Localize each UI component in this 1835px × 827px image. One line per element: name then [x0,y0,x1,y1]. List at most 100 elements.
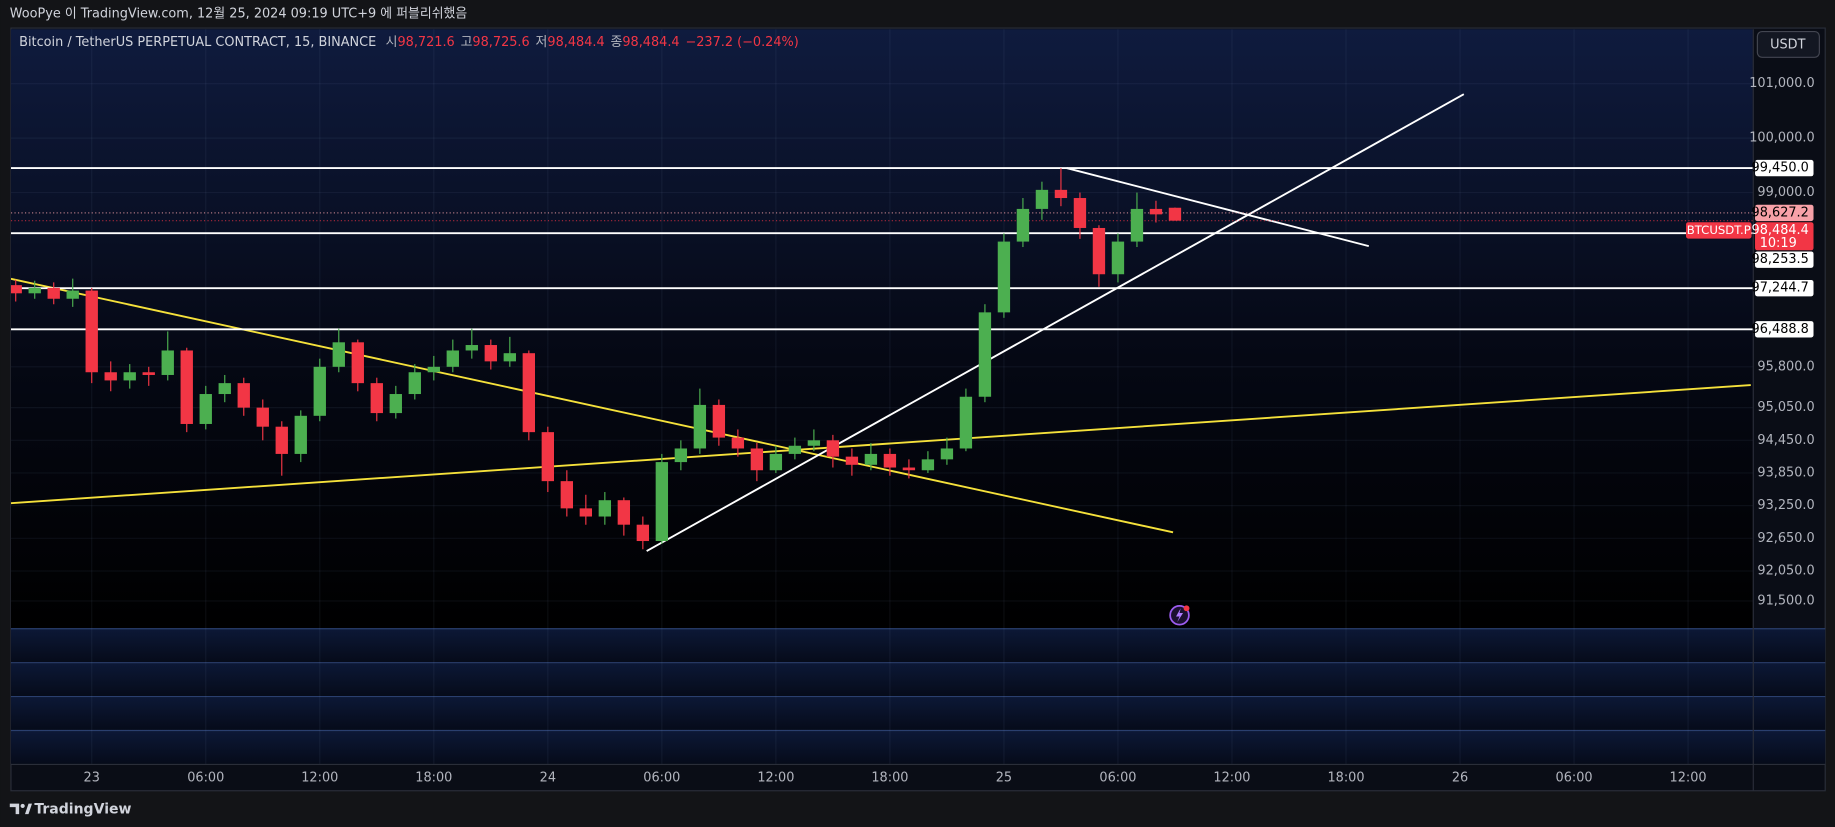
x-tick-label: 12:00 [1213,770,1250,785]
ohlc-label: 고 [461,35,473,50]
x-tick-label: 12:00 [301,770,338,785]
ohlc-label: 시 [386,35,398,50]
candle-body [1092,227,1106,275]
x-tick-label: 06:00 [187,770,224,785]
candles [10,168,1182,550]
candle-body [560,481,574,509]
trend-line [10,384,1751,505]
y-tick-label: 94,450.0 [1757,433,1814,448]
candle-body [237,383,250,408]
candle-body [598,500,612,517]
candle-body [997,241,1011,313]
x-tick-label: 26 [1452,770,1468,785]
price-label-box [1755,159,1814,177]
change: −237.2 (−0.24%) [685,35,798,50]
y-tick-label: 100,000.0 [1749,131,1814,146]
x-tick-label: 25 [996,770,1012,785]
candle-body [332,342,345,367]
candle-body [731,437,745,449]
candle-body [256,407,269,427]
candle-body [1035,189,1049,209]
candle-body [66,290,79,299]
price-label: 97,244.7 [1752,281,1809,296]
candle-body [389,394,402,414]
candle-body [104,372,117,381]
ohlc-label: 저 [536,35,548,50]
candle-body [123,372,136,381]
price-label: 98,627.2 [1752,205,1809,220]
price-label: 96,488.8 [1752,322,1809,337]
indicator-pane [10,663,1826,696]
price-label-box [1755,321,1814,338]
candle-body [142,372,155,375]
publish-note: WooPye 이 TradingView.com, 12월 25, 2024 0… [10,6,468,22]
candle-body [826,440,840,457]
ohlc-label: 종 [611,35,623,50]
candle-body [313,366,326,416]
ohlc-value: 98,721.6 [397,35,454,50]
y-tick-label: 95,050.0 [1757,400,1814,415]
x-tick-label: 06:00 [1556,770,1593,785]
x-tick-label: 12:00 [757,770,794,785]
price-label-box [1755,251,1814,268]
y-tick-label: 99,000.0 [1757,185,1814,200]
candle-body [921,459,935,471]
candle-body [465,345,478,351]
candle-body [1016,208,1030,242]
candle-body [199,394,212,424]
x-tick-label: 12:00 [1670,770,1707,785]
candle-body [294,415,307,454]
candle-body [427,366,440,373]
candle-body [161,350,174,375]
indicator-pane [10,629,1826,663]
y-tick-label: 91,500.0 [1757,593,1814,608]
price-label: 99,450.0 [1752,161,1809,176]
candle-body [541,432,555,482]
symbol-tag-box [1686,222,1752,239]
candle-body [636,524,650,542]
y-tick-label: 93,850.0 [1757,465,1814,480]
x-tick-label: 18:00 [871,770,908,785]
candle-body [1168,207,1182,221]
indicator-pane [10,731,1826,764]
currency-button-label[interactable]: USDT [1770,38,1805,53]
brand-logo [9,803,33,815]
candle-body [788,445,802,454]
x-tick-label: 06:00 [1099,770,1136,785]
price-label-box [1755,279,1814,297]
candle-body [1073,198,1087,228]
candle-body [370,383,383,414]
candle-body [1130,208,1144,242]
trend-line [646,93,1465,552]
x-tick-label: 23 [84,770,100,785]
candle-body [446,350,459,367]
candle-body [180,350,193,424]
candle-body [883,453,897,468]
candle-body [579,508,593,517]
candle-body [864,453,878,465]
candle-body [959,396,973,449]
candle-body [769,453,783,471]
candle-body [47,287,60,299]
brand-name: TradingView [34,801,131,817]
candle-body [655,462,669,542]
candle-body [484,345,497,362]
symbol-title: Bitcoin / TetherUS PERPETUAL CONTRACT, 1… [19,35,376,50]
x-tick-label: 18:00 [415,770,452,785]
ohlc-value: 98,725.6 [472,35,529,50]
symbol-tag: BTCUSDT.P [1687,223,1751,237]
candle-body [218,383,231,395]
axes: 101,000.0 100,000.0 99,000.0 95,800.0 95,050… [84,76,1815,785]
candle-body [617,500,631,525]
candle-body [712,404,726,438]
x-tick-label: 06:00 [643,770,680,785]
y-tick-label: 101,000.0 [1749,76,1814,91]
currency-button[interactable] [1756,30,1820,58]
candle-body [503,353,516,362]
candle-body [978,312,992,397]
price-label: 98,253.5 [1752,252,1809,267]
y-tick-label: 93,250.0 [1757,498,1814,513]
candle-body [1111,241,1125,275]
countdown: 10:19 [1760,236,1797,251]
